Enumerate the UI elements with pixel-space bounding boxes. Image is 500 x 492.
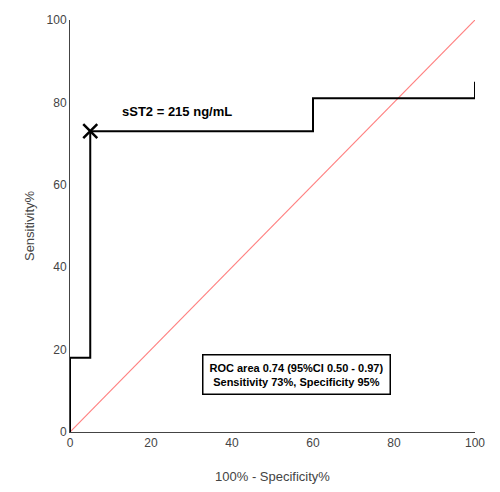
svg-text:20: 20 [144,436,158,450]
svg-text:100: 100 [465,436,485,450]
svg-text:sST2 = 215 ng/mL: sST2 = 215 ng/mL [122,104,232,119]
svg-text:40: 40 [225,436,239,450]
svg-text:40: 40 [53,260,67,274]
svg-text:60: 60 [53,178,67,192]
svg-text:Sensitivity%: Sensitivity% [22,191,37,262]
svg-text:60: 60 [306,436,320,450]
svg-text:20: 20 [53,343,67,357]
svg-text:0: 0 [67,436,74,450]
svg-text:80: 80 [387,436,401,450]
svg-text:100: 100 [47,13,67,27]
svg-text:80: 80 [53,96,67,110]
svg-text:ROC area 0.74 (95%CI 0.50 - 0.: ROC area 0.74 (95%CI 0.50 - 0.97)Sensiti… [210,362,384,388]
svg-text:0: 0 [60,425,67,439]
svg-text:100% - Specificity%: 100% - Specificity% [215,469,330,484]
